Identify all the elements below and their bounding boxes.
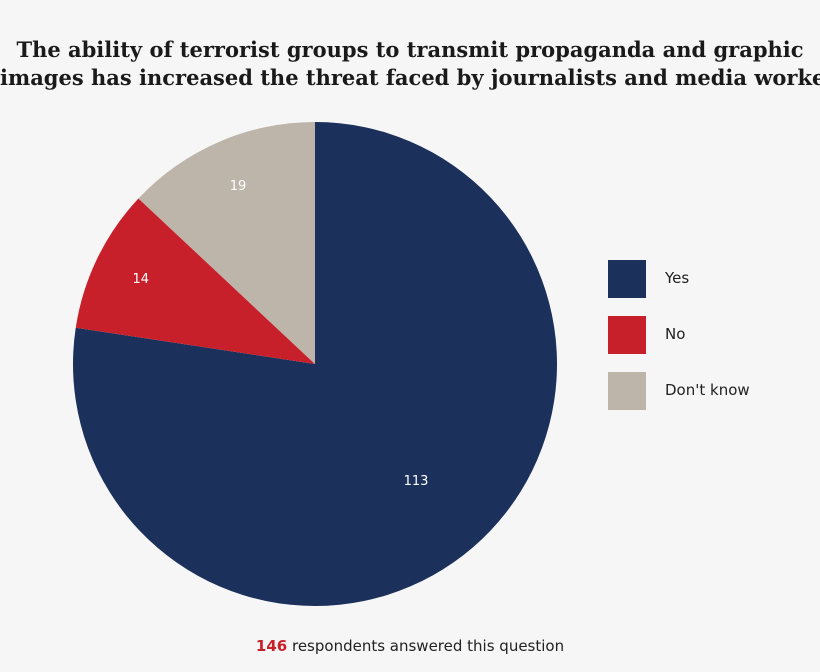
legend-item-yes: Yes	[608, 260, 808, 298]
legend-item-no: No	[608, 316, 808, 354]
legend-swatch-dont-know	[608, 372, 646, 410]
legend-swatch-no	[608, 316, 646, 354]
legend-label-no: No	[665, 325, 686, 343]
legend-label-dont-know: Don't know	[665, 381, 750, 399]
legend-label-yes: Yes	[665, 269, 690, 287]
data-label-yes: 113	[404, 474, 429, 489]
respondents-text: respondents answered this question	[291, 637, 565, 655]
chart-title-line-1: The ability of terrorist groups to trans…	[16, 37, 804, 62]
chart-title: The ability of terrorist groups to trans…	[0, 36, 820, 92]
data-label-no: 14	[133, 272, 150, 287]
legend-swatch-yes	[608, 260, 646, 298]
pie-slice-yes	[73, 121, 558, 606]
chart-title-line-2: images has increased the threat faced by…	[0, 65, 820, 90]
respondents-note: 146 respondents answered this question	[0, 637, 820, 655]
pie-slice-no	[75, 198, 316, 364]
pie-slice-don-t-know	[138, 122, 315, 364]
respondent-count: 146	[255, 637, 288, 655]
legend-item-dont-know: Don't know	[608, 372, 808, 410]
data-label-don-t-know: 19	[230, 179, 247, 194]
